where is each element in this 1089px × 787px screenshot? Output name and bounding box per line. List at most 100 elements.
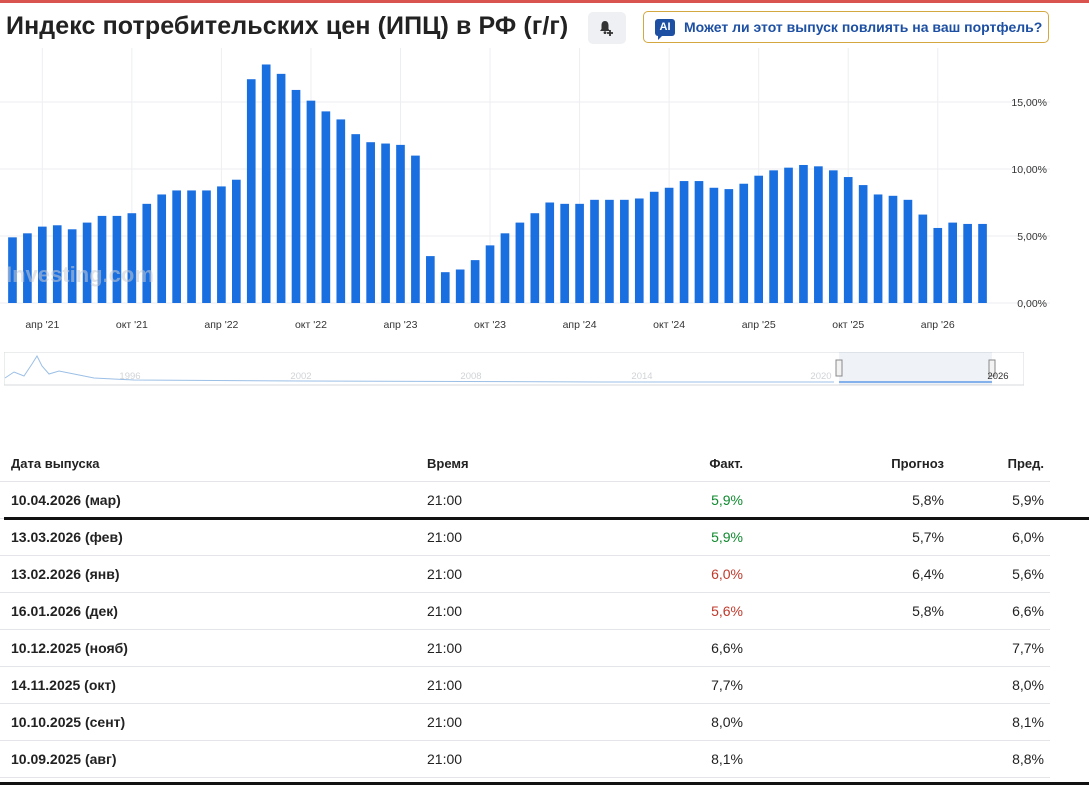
chart-bar — [843, 177, 853, 303]
header-date: Дата выпуска — [0, 445, 416, 482]
chart-bar — [560, 203, 569, 303]
top-accent-line — [0, 0, 1089, 3]
navigator-year-label: 1996 — [119, 371, 140, 382]
chart-bar — [426, 256, 435, 303]
chart-bar — [217, 186, 226, 303]
navigator-year-label: 2008 — [460, 371, 481, 382]
ai-portfolio-impact-button[interactable]: AI Может ли этот выпуск повлиять на ваш … — [643, 11, 1049, 43]
chart-bar — [8, 237, 17, 303]
x-tick-label: окт '22 — [295, 319, 327, 331]
header-previous: Пред. — [944, 445, 1050, 482]
chart-bar — [306, 100, 316, 303]
chart-bar — [858, 185, 868, 303]
chart-bar — [799, 164, 808, 303]
x-tick-label: апр '26 — [921, 319, 955, 331]
chart-bar — [933, 227, 943, 303]
chart-bar — [351, 134, 361, 303]
actual-value: 8,0% — [617, 703, 743, 741]
x-tick-label: окт '24 — [653, 319, 685, 331]
chart-bar — [157, 194, 167, 303]
table-row: 10.10.2025 (сент) 21:00 8,0% 8,1% — [0, 703, 1050, 741]
chart-bar — [52, 225, 62, 303]
y-tick-label: 5,00% — [1017, 231, 1047, 243]
release-date: 10.10.2025 (сент) — [0, 703, 416, 741]
actual-value: 6,6% — [617, 629, 743, 667]
previous-value: 6,6% — [944, 592, 1050, 630]
chart-bar — [620, 199, 629, 303]
cpi-bar-chart: 0,00% 5,00% 10,00% 15,00% апр '21 окт '21 апр … — [0, 48, 1050, 331]
x-tick-label: апр '23 — [384, 319, 418, 331]
handdrawn-separator-line — [4, 517, 1089, 520]
chart-bar — [232, 179, 241, 303]
forecast-value — [743, 629, 944, 667]
chart-bar — [679, 181, 689, 303]
chart-bar — [948, 222, 958, 303]
chart-bar — [963, 223, 972, 303]
chart-bar — [575, 203, 584, 303]
investing-watermark: Investing.com — [6, 262, 154, 287]
release-time: 21:00 — [416, 518, 617, 556]
actual-value: 7,7% — [617, 666, 743, 704]
chart-bar — [366, 142, 375, 303]
chart-bar — [261, 64, 271, 303]
chart-bar — [724, 189, 734, 303]
table-row: 13.03.2026 (фев) 21:00 5,9% 5,7% 6,0% — [0, 518, 1050, 556]
chart-bar — [530, 213, 540, 303]
navigator-history-line — [4, 354, 834, 383]
navigator-year-label: 2002 — [290, 371, 311, 382]
release-date: 16.01.2026 (дек) — [0, 592, 416, 630]
chart-navigator[interactable]: 1996 2002 2008 2014 2020 2026 — [4, 352, 1024, 386]
previous-value: 8,0% — [944, 666, 1050, 704]
chart-bar — [381, 143, 390, 303]
release-time: 21:00 — [416, 629, 617, 667]
chart-bar — [396, 144, 405, 303]
ai-icon: AI — [655, 18, 675, 40]
chart-bar — [828, 170, 838, 303]
chart-bar — [888, 195, 898, 303]
forecast-value: 6,4% — [743, 555, 944, 593]
previous-value: 8,8% — [944, 740, 1050, 778]
chart-bar — [142, 203, 152, 303]
release-time: 21:00 — [416, 740, 617, 778]
bell-plus-icon — [600, 21, 613, 36]
release-time: 21:00 — [416, 592, 617, 630]
table-header-row: Дата выпуска Время Факт. Прогноз Пред. — [0, 445, 1050, 482]
chart-bar — [23, 233, 32, 303]
chart-bar — [82, 222, 92, 303]
previous-value: 8,1% — [944, 703, 1050, 741]
chart-bar — [67, 229, 77, 303]
x-tick-label: апр '22 — [204, 319, 238, 331]
release-date: 10.04.2026 (мар) — [0, 481, 416, 519]
table-row: 13.02.2026 (янв) 21:00 6,0% 6,4% 5,6% — [0, 555, 1050, 593]
table-row: 10.12.2025 (нояб) 21:00 6,6% 7,7% — [0, 629, 1050, 667]
forecast-value — [743, 740, 944, 778]
add-alert-button[interactable] — [588, 12, 626, 44]
previous-value: 7,7% — [944, 629, 1050, 667]
forecast-value: 5,7% — [743, 518, 944, 556]
ai-button-label: Может ли этот выпуск повлиять на ваш пор… — [684, 19, 1043, 35]
table-row: 16.01.2026 (дек) 21:00 5,6% 5,8% 6,6% — [0, 592, 1050, 630]
chart-bar — [814, 166, 823, 303]
previous-value: 5,6% — [944, 555, 1050, 593]
actual-value: 8,1% — [617, 740, 743, 778]
chart-bar — [336, 119, 346, 303]
x-tick-label: апр '21 — [25, 319, 59, 331]
chart-bar — [187, 190, 196, 303]
chart-bar — [694, 181, 704, 303]
chart-bar — [172, 190, 181, 303]
navigator-selected-range — [839, 352, 992, 385]
navigator-year-label: 2014 — [631, 371, 652, 382]
navigator-year-label: 2026 — [987, 371, 1008, 382]
table-row: 10.04.2026 (мар) 21:00 5,9% 5,8% 5,9% — [0, 481, 1050, 519]
chart-bar — [37, 226, 47, 303]
header-forecast: Прогноз — [743, 445, 944, 482]
forecast-value: 5,8% — [743, 481, 944, 519]
release-time: 21:00 — [416, 555, 617, 593]
forecast-value — [743, 703, 944, 741]
chart-bar — [470, 260, 480, 303]
bottom-border-line — [0, 782, 1089, 785]
chart-bar — [769, 170, 778, 303]
chart-bar — [754, 175, 764, 303]
navigator-year-label: 2020 — [810, 371, 831, 382]
chart-bar — [97, 215, 107, 303]
